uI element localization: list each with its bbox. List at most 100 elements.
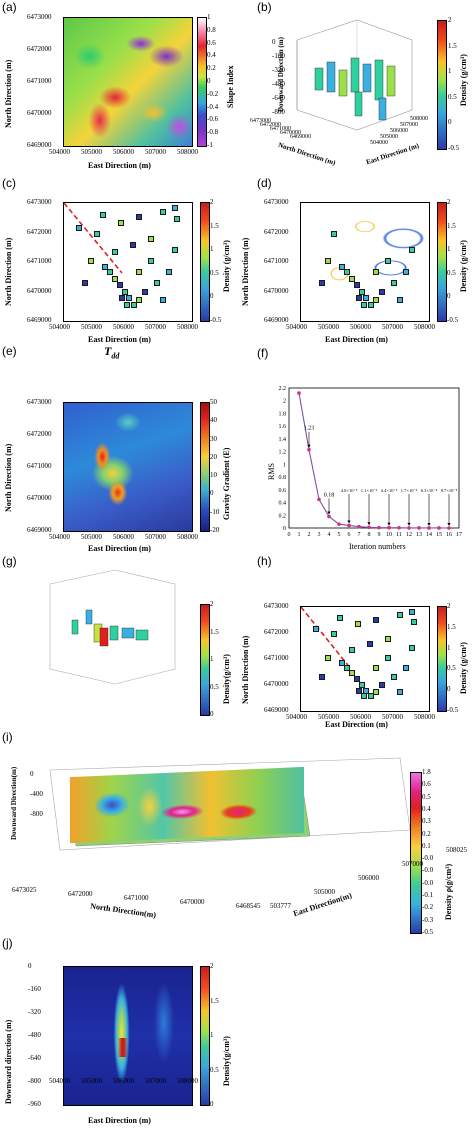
rms-point bbox=[317, 497, 321, 502]
rms-point bbox=[407, 526, 411, 530]
panel-d: (d) East Direction (m) North Direction (… bbox=[237, 172, 474, 344]
density-cell bbox=[361, 693, 367, 700]
density-cell bbox=[344, 664, 351, 671]
colorbar-tick-label: 1 bbox=[448, 67, 452, 76]
colorbar-tick-label: -0.5 bbox=[210, 316, 222, 324]
colorbar-b bbox=[437, 20, 447, 150]
colorbar-tick-label: -0.8 bbox=[207, 128, 219, 137]
x-axis-label: Iteration numbers bbox=[349, 542, 406, 551]
x-tick-label: 504000 bbox=[286, 323, 307, 331]
colorbar-tick-label: -10 bbox=[210, 507, 220, 516]
density-cell bbox=[102, 263, 109, 270]
colorbar-tick-label: 0.6 bbox=[422, 780, 431, 789]
x-tick-label: 504000 bbox=[49, 533, 70, 541]
colorbar-tick-label: 0.3 bbox=[422, 817, 431, 826]
rms-point bbox=[367, 525, 371, 530]
colorbar-tick-label: 0.8 bbox=[207, 25, 216, 34]
x-tick-label: 4 bbox=[328, 532, 331, 538]
east-tick-label: 508025 bbox=[446, 846, 467, 854]
density-cell bbox=[337, 614, 343, 621]
density-cell bbox=[331, 230, 337, 237]
y-tick-label: 6470000 bbox=[27, 494, 52, 502]
y-tick-label: 6473000 bbox=[27, 198, 52, 206]
arrow-head bbox=[307, 444, 311, 448]
colorbar-g bbox=[200, 604, 210, 716]
y-tick-label: 6469000 bbox=[290, 134, 311, 140]
x-tick-label: 508000 bbox=[414, 323, 435, 331]
density-cell bbox=[166, 269, 172, 275]
density-cell bbox=[118, 219, 124, 226]
rms-annotation: 1.1×10⁻² bbox=[361, 488, 378, 493]
y-tick-label: 6473000 bbox=[250, 118, 271, 124]
density-cell bbox=[409, 608, 415, 615]
density-cell bbox=[355, 621, 361, 628]
density-cell bbox=[172, 205, 178, 212]
colorbar-tick-label: 1.5 bbox=[447, 221, 456, 230]
panel-label: (c) bbox=[2, 176, 16, 190]
y-tick-label: -320 bbox=[28, 1008, 41, 1016]
z-tick-label: -800 bbox=[30, 810, 43, 818]
y-tick-label: 6470000 bbox=[27, 109, 52, 117]
arrow-head bbox=[347, 520, 351, 524]
arrow-head bbox=[447, 522, 451, 526]
density-cell bbox=[100, 211, 106, 218]
y-tick-label: 6473000 bbox=[27, 398, 52, 406]
colorbar-tick-label: 0.5 bbox=[422, 792, 431, 801]
y-tick-label: 6470000 bbox=[27, 286, 52, 295]
density-cell bbox=[107, 269, 114, 275]
x-axis-label: East Direction (m) bbox=[88, 335, 151, 344]
density-contour-d bbox=[300, 202, 430, 322]
density-cell bbox=[379, 681, 385, 688]
density-cell bbox=[331, 631, 337, 637]
density-cell bbox=[160, 296, 166, 303]
north-tick-label: 6473025 bbox=[12, 886, 37, 894]
density-cell bbox=[121, 288, 128, 295]
colorbar-tick-label: 0.5 bbox=[210, 1065, 219, 1074]
x-tick-label: 11 bbox=[396, 532, 402, 538]
colorbar-h bbox=[437, 606, 447, 712]
density-cell bbox=[391, 280, 397, 286]
colorbar-tick-label: 0.5 bbox=[210, 268, 219, 277]
density-cell bbox=[126, 295, 133, 302]
x-tick-label: 508000 bbox=[177, 148, 198, 156]
rms-point bbox=[417, 526, 421, 530]
y-tick-label: 6471000 bbox=[264, 257, 289, 265]
y-tick-label: 0.2 bbox=[279, 513, 287, 519]
density-prisms bbox=[71, 609, 149, 647]
colorbar-tick-label: 50 bbox=[210, 398, 217, 406]
y-axis-label: RMS bbox=[267, 463, 276, 480]
density-cell bbox=[148, 236, 154, 242]
y-tick-label: 6473000 bbox=[27, 13, 52, 21]
x-tick-label: 15 bbox=[436, 532, 442, 538]
panel-label: (d) bbox=[257, 176, 272, 190]
y-tick-label: 6469000 bbox=[27, 316, 52, 324]
density-cell bbox=[385, 635, 391, 642]
rms-point bbox=[337, 522, 341, 526]
colorbar-title: Density (g/cm³) bbox=[459, 240, 468, 292]
density-cell bbox=[379, 288, 385, 295]
east-tick-label: 505000 bbox=[314, 888, 335, 896]
x-tick-label: 2 bbox=[308, 532, 311, 538]
density-cell bbox=[353, 676, 360, 683]
colorbar-j bbox=[200, 966, 210, 1106]
rms-chart: 2.221.81.61.41.210.80.60.40.200 1 2 3 4 5 6 7 8 9… bbox=[279, 386, 463, 538]
x-tick-label: 507000 bbox=[145, 323, 166, 331]
x-tick-label: 0 bbox=[288, 532, 291, 538]
x-tick-label: 505000 bbox=[318, 713, 339, 721]
x-tick-label: 3 bbox=[318, 532, 321, 538]
rms-point bbox=[387, 525, 391, 530]
y-tick-label: -640 bbox=[28, 1054, 41, 1062]
y-tick-label: 6472000 bbox=[264, 227, 289, 236]
density-cell bbox=[319, 280, 325, 286]
colorbar-tick-label: 0.5 bbox=[447, 268, 456, 277]
density-depth-section bbox=[63, 966, 193, 1106]
colorbar-tick-label: 40 bbox=[210, 416, 217, 425]
rms-point bbox=[447, 526, 451, 530]
density-cell bbox=[373, 664, 379, 671]
y-tick-label: 0 bbox=[28, 962, 32, 970]
colorbar-tick-label: 2 bbox=[210, 600, 214, 608]
panel-g: (g) Density(g/cm³) bbox=[0, 554, 237, 730]
density-cell bbox=[148, 258, 154, 264]
colorbar-title: Density ρ(g/cm³) bbox=[444, 863, 453, 920]
colorbar-tick-label: 0 bbox=[447, 292, 451, 301]
